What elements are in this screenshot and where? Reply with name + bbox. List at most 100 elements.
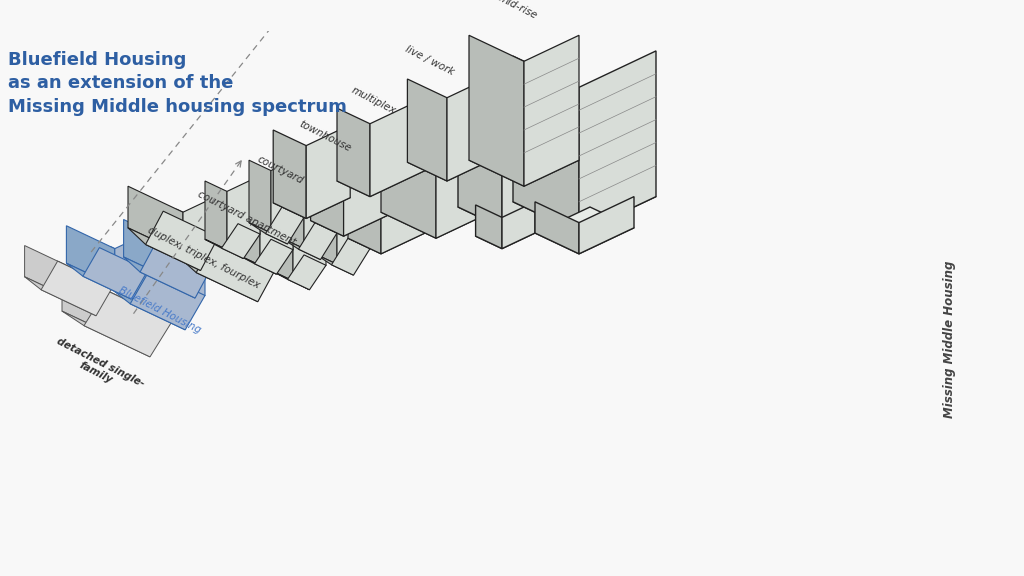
Polygon shape <box>502 202 535 249</box>
Polygon shape <box>332 238 370 275</box>
Polygon shape <box>249 222 288 244</box>
Polygon shape <box>25 261 113 303</box>
Polygon shape <box>260 191 293 266</box>
Polygon shape <box>176 236 278 284</box>
Polygon shape <box>67 248 147 286</box>
Text: Missing Middle Housing: Missing Middle Housing <box>943 261 956 418</box>
Polygon shape <box>299 222 337 260</box>
Polygon shape <box>271 271 309 290</box>
Polygon shape <box>178 230 212 283</box>
Polygon shape <box>458 181 557 228</box>
Polygon shape <box>535 207 634 254</box>
Polygon shape <box>344 142 388 236</box>
Polygon shape <box>513 56 579 233</box>
Polygon shape <box>315 238 370 264</box>
Polygon shape <box>128 228 201 271</box>
Polygon shape <box>475 221 535 249</box>
Polygon shape <box>111 270 205 314</box>
Polygon shape <box>469 35 524 186</box>
Polygon shape <box>205 181 227 249</box>
Polygon shape <box>310 200 388 236</box>
Polygon shape <box>128 211 218 254</box>
Text: courtyard: courtyard <box>255 154 305 186</box>
Polygon shape <box>315 191 337 264</box>
Polygon shape <box>282 222 337 249</box>
Polygon shape <box>183 196 218 254</box>
Polygon shape <box>176 209 238 284</box>
Polygon shape <box>447 77 490 181</box>
Polygon shape <box>227 176 260 249</box>
Text: Bluefield Housing
as an extension of the
Missing Middle housing spectrum: Bluefield Housing as an extension of the… <box>8 51 347 116</box>
Polygon shape <box>337 155 425 196</box>
Polygon shape <box>130 270 205 330</box>
Text: courtyard apartment: courtyard apartment <box>197 190 298 248</box>
Polygon shape <box>337 186 370 264</box>
Polygon shape <box>124 257 196 298</box>
Text: townhouse: townhouse <box>297 119 352 153</box>
Text: duplex, triplex, fourplex: duplex, triplex, fourplex <box>146 225 262 290</box>
Polygon shape <box>128 280 172 342</box>
Polygon shape <box>271 155 304 233</box>
Polygon shape <box>408 142 490 181</box>
Polygon shape <box>265 207 304 244</box>
Polygon shape <box>282 238 321 260</box>
Polygon shape <box>67 263 131 299</box>
Polygon shape <box>370 98 425 196</box>
Polygon shape <box>381 160 425 254</box>
Polygon shape <box>205 239 244 259</box>
Polygon shape <box>83 248 147 299</box>
Text: live / work: live / work <box>403 44 456 77</box>
Polygon shape <box>535 202 579 254</box>
Polygon shape <box>337 108 370 196</box>
Polygon shape <box>25 245 80 303</box>
Polygon shape <box>315 254 353 275</box>
Polygon shape <box>436 129 490 238</box>
Polygon shape <box>381 186 490 238</box>
Polygon shape <box>84 290 172 357</box>
Polygon shape <box>111 288 185 330</box>
Polygon shape <box>579 51 656 233</box>
Polygon shape <box>166 254 205 314</box>
Polygon shape <box>304 170 337 249</box>
Polygon shape <box>348 165 381 254</box>
Polygon shape <box>579 196 634 254</box>
Polygon shape <box>348 217 425 254</box>
Polygon shape <box>238 239 293 266</box>
Polygon shape <box>140 241 212 298</box>
Polygon shape <box>176 255 258 302</box>
Polygon shape <box>271 212 293 281</box>
Text: mid-rise: mid-rise <box>497 0 539 21</box>
Polygon shape <box>62 290 172 342</box>
Polygon shape <box>249 207 304 233</box>
Polygon shape <box>41 261 113 316</box>
Polygon shape <box>271 255 326 281</box>
Polygon shape <box>293 207 326 281</box>
Polygon shape <box>80 256 113 303</box>
Polygon shape <box>273 130 306 218</box>
Polygon shape <box>62 311 150 357</box>
Polygon shape <box>115 233 147 286</box>
Polygon shape <box>128 186 183 254</box>
Polygon shape <box>288 255 326 290</box>
Polygon shape <box>469 134 579 186</box>
Polygon shape <box>67 226 115 286</box>
Polygon shape <box>310 147 344 236</box>
Text: multiplex: multiplex <box>349 85 397 116</box>
Polygon shape <box>205 223 260 249</box>
Polygon shape <box>282 176 304 249</box>
Polygon shape <box>145 211 218 271</box>
Polygon shape <box>124 241 212 283</box>
Polygon shape <box>255 239 293 274</box>
Polygon shape <box>25 276 96 316</box>
Polygon shape <box>273 182 350 218</box>
Polygon shape <box>238 219 278 284</box>
Polygon shape <box>238 255 276 274</box>
Polygon shape <box>238 196 260 266</box>
Text: Bluefield Housing: Bluefield Housing <box>117 286 203 336</box>
Polygon shape <box>62 270 128 342</box>
Polygon shape <box>306 125 350 218</box>
Text: detached single-
family: detached single- family <box>50 336 146 399</box>
Polygon shape <box>111 247 166 314</box>
Polygon shape <box>458 103 502 228</box>
Polygon shape <box>524 35 579 186</box>
